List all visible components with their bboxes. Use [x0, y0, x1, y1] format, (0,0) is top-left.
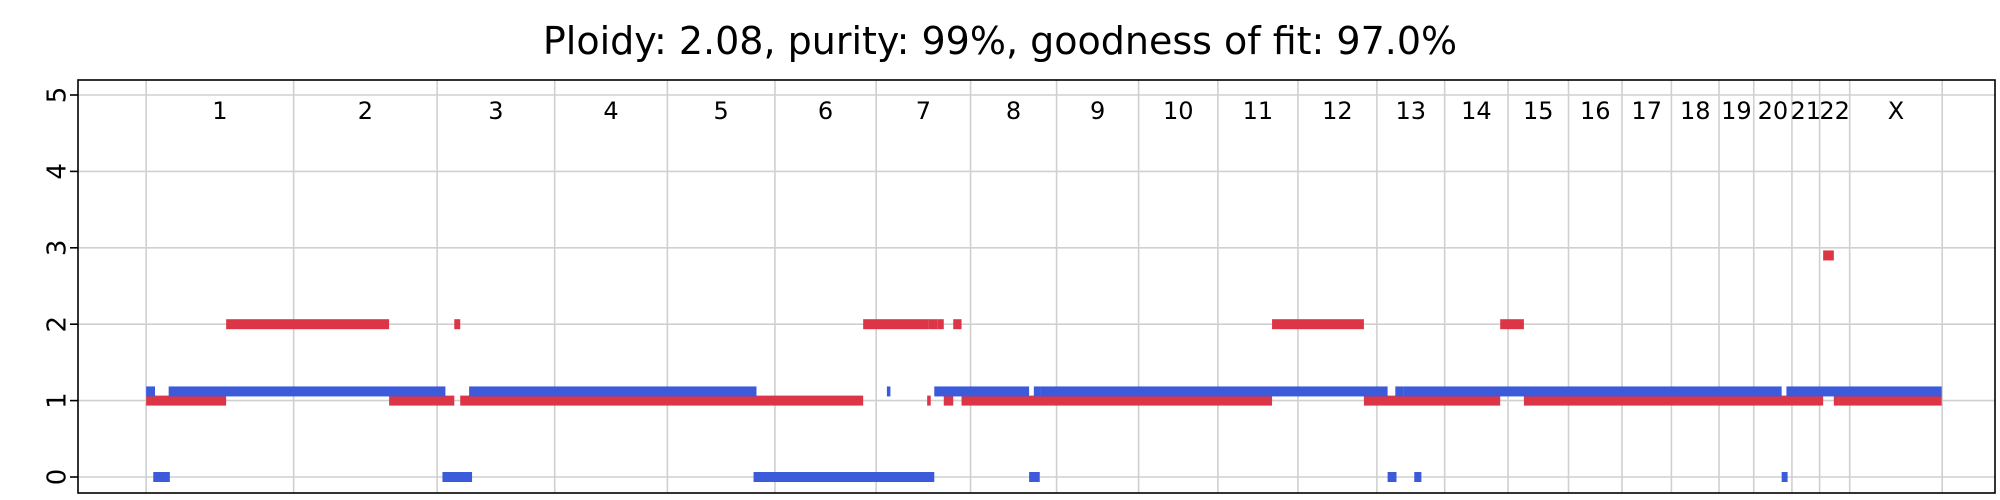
y-tick-label: 3	[43, 240, 73, 257]
chromosome-label: 2	[358, 97, 373, 125]
chromosome-label: 9	[1090, 97, 1105, 125]
chromosome-label: 20	[1758, 97, 1789, 125]
major-cn-segment	[1363, 395, 1501, 406]
chart-title: Ploidy: 2.08, purity: 99%, goodness of f…	[543, 19, 1457, 63]
major-cn-segment	[1500, 319, 1524, 330]
chromosome-label: 10	[1163, 97, 1194, 125]
major-cn-segment	[146, 395, 227, 406]
minor-cn-segment	[146, 386, 156, 397]
major-cn-segment	[1523, 395, 1824, 406]
chromosome-label: 17	[1631, 97, 1662, 125]
minor-cn-segment	[1387, 472, 1397, 482]
minor-cn-segment	[153, 472, 170, 482]
major-cn-segment	[1838, 395, 1942, 406]
chromosome-label: 16	[1580, 97, 1611, 125]
y-tick-label: 4	[43, 163, 73, 180]
major-cn-segment	[943, 395, 954, 406]
major-cn-segment	[1272, 319, 1364, 330]
minor-cn-segment	[1414, 472, 1422, 482]
major-cn-segment	[1823, 250, 1834, 261]
chromosome-label: 1	[212, 97, 227, 125]
minor-cn-segment	[1040, 386, 1388, 397]
y-tick-label: 0	[43, 469, 73, 486]
chromosome-label: 21	[1790, 97, 1821, 125]
chromosome-label: 13	[1396, 97, 1427, 125]
chromosome-label: 22	[1819, 97, 1850, 125]
minor-cn-segment	[442, 472, 473, 482]
chromosome-label: 7	[916, 97, 931, 125]
major-cn-segment	[928, 319, 938, 330]
chromosome-label: 3	[488, 97, 503, 125]
chromosome-label: 5	[714, 97, 729, 125]
chromosome-label: 14	[1461, 97, 1492, 125]
minor-cn-segment	[1781, 472, 1788, 482]
minor-cn-segment	[886, 386, 891, 397]
chromosome-label: 18	[1680, 97, 1711, 125]
chromosome-label: 11	[1243, 97, 1274, 125]
major-cn-segment	[893, 319, 929, 330]
minor-cn-segment	[1033, 386, 1041, 397]
minor-cn-segment	[934, 386, 1030, 397]
major-cn-segment	[454, 319, 461, 330]
y-tick-label: 5	[43, 87, 73, 104]
minor-cn-segment	[168, 386, 446, 397]
y-tick-label: 2	[43, 316, 73, 333]
chromosome-label: X	[1888, 97, 1904, 125]
major-cn-segment	[226, 319, 390, 330]
y-tick-label: 1	[43, 392, 73, 409]
minor-cn-segment	[753, 472, 935, 482]
chromosome-label: 4	[603, 97, 618, 125]
minor-cn-segment	[1403, 386, 1782, 397]
major-cn-segment	[389, 395, 455, 406]
major-cn-segment	[1833, 395, 1839, 406]
major-cn-segment	[961, 395, 1273, 406]
chromosome-label: 8	[1006, 97, 1021, 125]
major-cn-segment	[927, 395, 931, 406]
minor-cn-segment	[1786, 386, 1942, 397]
minor-cn-segment	[1029, 472, 1040, 482]
major-cn-segment	[460, 395, 864, 406]
chromosome-label: 6	[818, 97, 833, 125]
minor-cn-segment	[1395, 386, 1404, 397]
chromosome-label: 12	[1322, 97, 1353, 125]
minor-cn-segment	[469, 386, 757, 397]
chromosome-label: 15	[1523, 97, 1554, 125]
chromosome-label: 19	[1721, 97, 1752, 125]
major-cn-segment	[937, 319, 944, 330]
major-cn-segment	[863, 319, 894, 330]
plot-frame	[77, 79, 1996, 494]
major-cn-segment	[953, 319, 962, 330]
